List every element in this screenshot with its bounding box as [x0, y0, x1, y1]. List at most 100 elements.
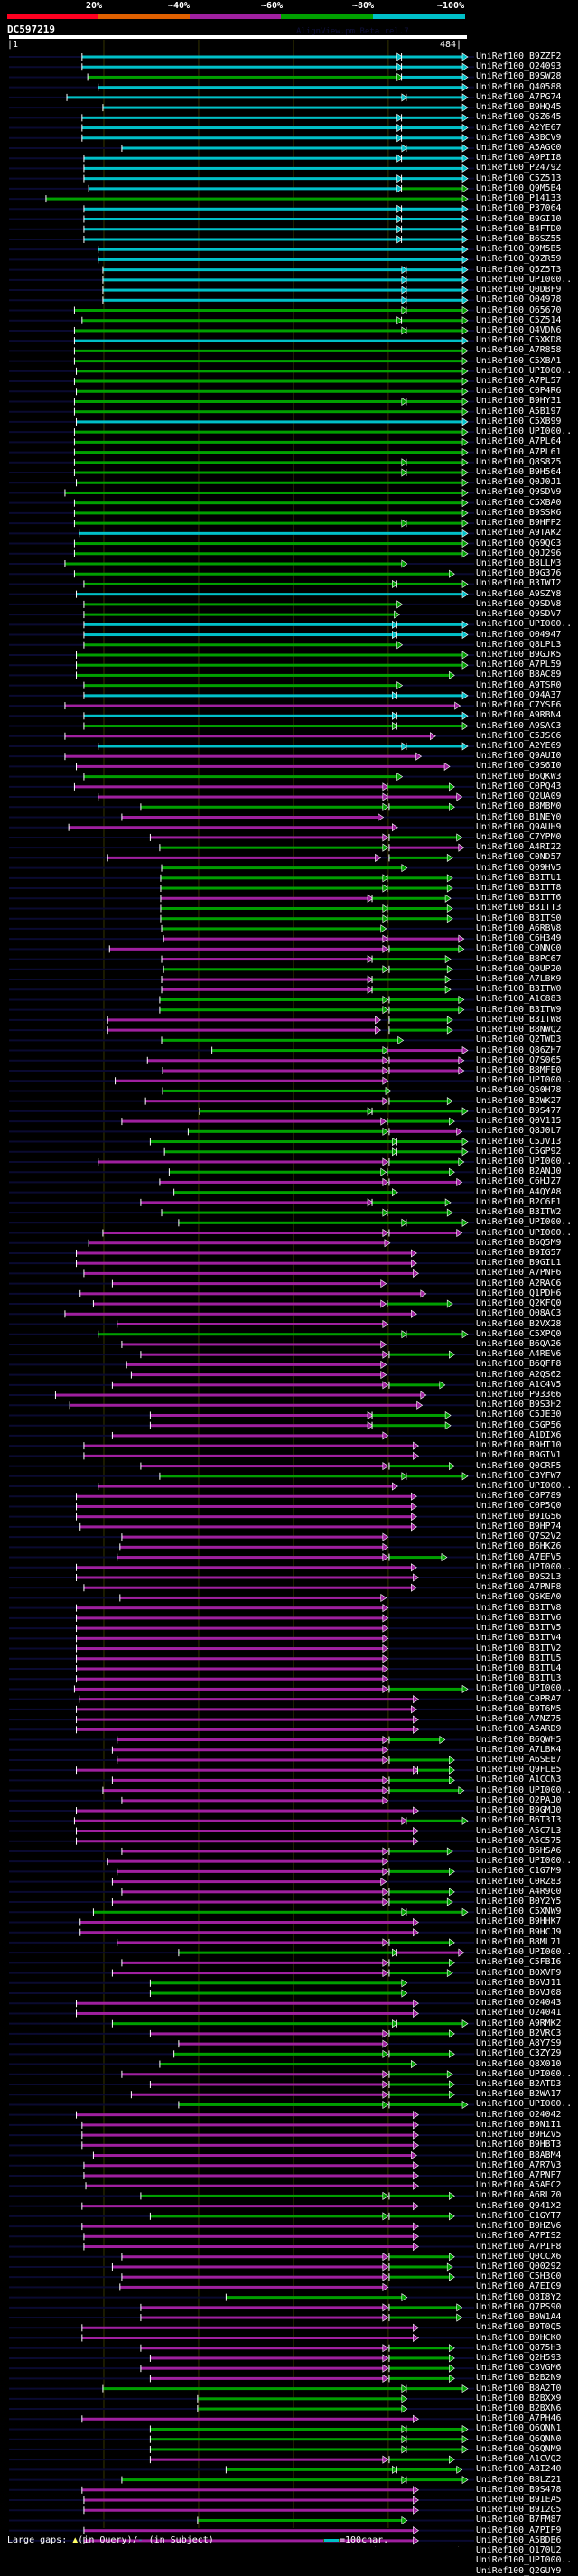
hit-label[interactable]: UniRef100_A5ARD9	[476, 1724, 562, 1735]
hit-label[interactable]: UniRef100_B0Y2Y5	[476, 1897, 562, 1907]
hit-label[interactable]: UniRef100_C5H3G0	[476, 2272, 562, 2282]
hit-label[interactable]: UniRef100_Q2KFQ0	[476, 1298, 562, 1309]
hit-label[interactable]: UniRef100_B2BXN6	[476, 2403, 562, 2414]
hit-label[interactable]: UniRef100_C0P789	[476, 1491, 562, 1502]
hit-label[interactable]: UniRef100_P24792	[476, 163, 562, 173]
hit-label[interactable]: UniRef100_B9IG57	[476, 1247, 562, 1258]
hit-label[interactable]: UniRef100_C5JVI3	[476, 1136, 562, 1147]
hit-label[interactable]: UniRef100_A4RI22	[476, 842, 562, 853]
hit-label[interactable]: UniRef100_B8LLM3	[476, 558, 562, 568]
hit-label[interactable]: UniRef100_B4FTD0	[476, 223, 562, 234]
hit-label[interactable]: UniRef100_P37064	[476, 203, 562, 214]
hit-label[interactable]: UniRef100_A1DIX6	[476, 1429, 562, 1440]
hit-label[interactable]: UniRef100_A7EIG9	[476, 2281, 562, 2292]
hit-label[interactable]: UniRef100_Q9FLB5	[476, 1765, 562, 1775]
hit-label[interactable]: UniRef100_C8VGM6	[476, 2363, 562, 2374]
hit-label[interactable]: UniRef100_B9IEA5	[476, 2495, 562, 2506]
hit-label[interactable]: UniRef100_B9I2G5	[476, 2505, 562, 2515]
hit-label[interactable]: UniRef100_UPI000..	[476, 274, 573, 285]
hit-label[interactable]: UniRef100_B9IG56	[476, 1511, 562, 1522]
hit-label[interactable]: UniRef100_B2VX28	[476, 1318, 562, 1329]
hit-label[interactable]: UniRef100_A7PIS2	[476, 2231, 562, 2242]
hit-label[interactable]: UniRef100_Q1PDH6	[476, 1288, 562, 1298]
hit-label[interactable]: UniRef100_B2ANJ0	[476, 1166, 562, 1177]
hit-label[interactable]: UniRef100_C5XBA0	[476, 497, 562, 508]
hit-label[interactable]: UniRef100_B9ZZP2	[476, 52, 562, 61]
hit-label[interactable]: UniRef100_B3ITV2	[476, 1643, 562, 1653]
hit-label[interactable]: UniRef100_Q9AUI0	[476, 751, 562, 762]
hit-label[interactable]: UniRef100_B2VRC3	[476, 2028, 562, 2038]
hit-label[interactable]: UniRef100_UPI000..	[476, 1481, 573, 1492]
hit-label[interactable]: UniRef100_B9N1I1	[476, 2119, 562, 2130]
hit-label[interactable]: UniRef100_C0P4R6	[476, 386, 562, 397]
hit-label[interactable]: UniRef100_Q9AUH9	[476, 821, 562, 832]
hit-label[interactable]: UniRef100_C5GP92	[476, 1146, 562, 1157]
hit-label[interactable]: UniRef100_Q0J0J1	[476, 477, 562, 488]
hit-label[interactable]: UniRef100_B3ITU3	[476, 1673, 562, 1684]
hit-label[interactable]: UniRef100_C5XBA1	[476, 355, 562, 366]
hit-label[interactable]: UniRef100_O24042	[476, 2109, 562, 2120]
hit-label[interactable]: UniRef100_A6RBV8	[476, 923, 562, 933]
hit-label[interactable]: UniRef100_Q9SDV9	[476, 487, 562, 498]
hit-label[interactable]: UniRef100_B9T0Q5	[476, 2322, 562, 2333]
hit-label[interactable]: UniRef100_C5XPQ0	[476, 1328, 562, 1339]
hit-label[interactable]: UniRef100_Q9SDV8	[476, 598, 562, 609]
hit-label[interactable]: UniRef100_B3ITW8	[476, 1014, 562, 1025]
hit-label[interactable]: UniRef100_B3ITU1	[476, 872, 562, 883]
hit-label[interactable]: UniRef100_C1G7M9	[476, 1866, 562, 1877]
hit-label[interactable]: UniRef100_B8LZ21	[476, 2474, 562, 2485]
hit-label[interactable]: UniRef100_B3ITT3	[476, 903, 562, 913]
hit-label[interactable]: UniRef100_Q0V115	[476, 1116, 562, 1127]
hit-label[interactable]: UniRef100_Q9ZR59	[476, 254, 562, 265]
hit-label[interactable]: UniRef100_Q6QNN0	[476, 2433, 562, 2444]
hit-label[interactable]: UniRef100_B9HQ45	[476, 102, 562, 113]
hit-label[interactable]: UniRef100_B8ABM4	[476, 2150, 562, 2160]
hit-label[interactable]: UniRef100_B6SZ55	[476, 233, 562, 244]
hit-label[interactable]: UniRef100_Q09HV5	[476, 862, 562, 873]
hit-label[interactable]: UniRef100_B3ITV4	[476, 1633, 562, 1644]
hit-label[interactable]: UniRef100_B6VJ08	[476, 1988, 562, 1999]
hit-label[interactable]: UniRef100_A9TSR0	[476, 679, 562, 690]
hit-label[interactable]: UniRef100_Q9SDV7	[476, 609, 562, 620]
hit-label[interactable]: UniRef100_A7PG74	[476, 91, 562, 102]
hit-label[interactable]: UniRef100_B3ITW2	[476, 1207, 562, 1218]
hit-label[interactable]: UniRef100_A7PH46	[476, 2413, 562, 2424]
hit-label[interactable]: UniRef100_A9SAC3	[476, 720, 562, 731]
hit-label[interactable]: UniRef100_C5XNW9	[476, 1906, 562, 1917]
hit-label[interactable]: UniRef100_B3ITU5	[476, 1653, 562, 1663]
hit-label[interactable]: UniRef100_A6SEB7	[476, 1754, 562, 1765]
hit-label[interactable]: UniRef100_C5FBI6	[476, 1957, 562, 1968]
hit-label[interactable]: UniRef100_B9S3H2	[476, 1400, 562, 1410]
hit-label[interactable]: UniRef100_A1CVQ2	[476, 2454, 562, 2465]
hit-label[interactable]: UniRef100_B9HBT3	[476, 2140, 562, 2150]
hit-label[interactable]: UniRef100_A7LBK9	[476, 974, 562, 985]
hit-label[interactable]: UniRef100_A4REV6	[476, 1349, 562, 1360]
hit-label[interactable]: UniRef100_C1GYT7	[476, 2210, 562, 2221]
hit-label[interactable]: UniRef100_A2RAC6	[476, 1278, 562, 1288]
hit-label[interactable]: UniRef100_Q8J0L7	[476, 1126, 562, 1137]
hit-label[interactable]: UniRef100_C6HJZ7	[476, 1176, 562, 1187]
hit-label[interactable]: UniRef100_C5JSC6	[476, 730, 562, 741]
hit-label[interactable]: UniRef100_B2B2N9	[476, 2373, 562, 2384]
hit-label[interactable]: UniRef100_C5XB99	[476, 416, 562, 426]
hit-label[interactable]: UniRef100_Q0J296	[476, 548, 562, 558]
hit-label[interactable]: UniRef100_B9GMJ0	[476, 1805, 562, 1816]
hit-label[interactable]: UniRef100_Q0DBF9	[476, 285, 562, 295]
hit-label[interactable]: UniRef100_A5AGG0	[476, 142, 562, 153]
hit-label[interactable]: UniRef100_A7PL57	[476, 376, 562, 387]
hit-label[interactable]: UniRef100_A7R7V3	[476, 2159, 562, 2170]
hit-label[interactable]: UniRef100_A7PIP9	[476, 2524, 562, 2535]
hit-label[interactable]: UniRef100_C3YFW7	[476, 1470, 562, 1481]
hit-label[interactable]: UniRef100_UPI000..	[476, 365, 573, 376]
hit-label[interactable]: UniRef100_UPI000..	[476, 1227, 573, 1238]
hit-label[interactable]: UniRef100_A2YE69	[476, 740, 562, 751]
hit-label[interactable]: UniRef100_A9RMK2	[476, 2018, 562, 2028]
hit-label[interactable]: UniRef100_Q941X2	[476, 2200, 562, 2211]
hit-label[interactable]: UniRef100_Q7S2V2	[476, 1532, 562, 1542]
hit-label[interactable]: UniRef100_A6RLZ0	[476, 2190, 562, 2201]
hit-label[interactable]: UniRef100_B9HHK7	[476, 1916, 562, 1927]
hit-label[interactable]: UniRef100_B6HKZ6	[476, 1541, 562, 1552]
hit-label[interactable]: UniRef100_A5C7L3	[476, 1825, 562, 1836]
hit-label[interactable]: UniRef100_C0RZ83	[476, 1876, 562, 1887]
hit-label[interactable]: UniRef100_C7YPM0	[476, 831, 562, 842]
